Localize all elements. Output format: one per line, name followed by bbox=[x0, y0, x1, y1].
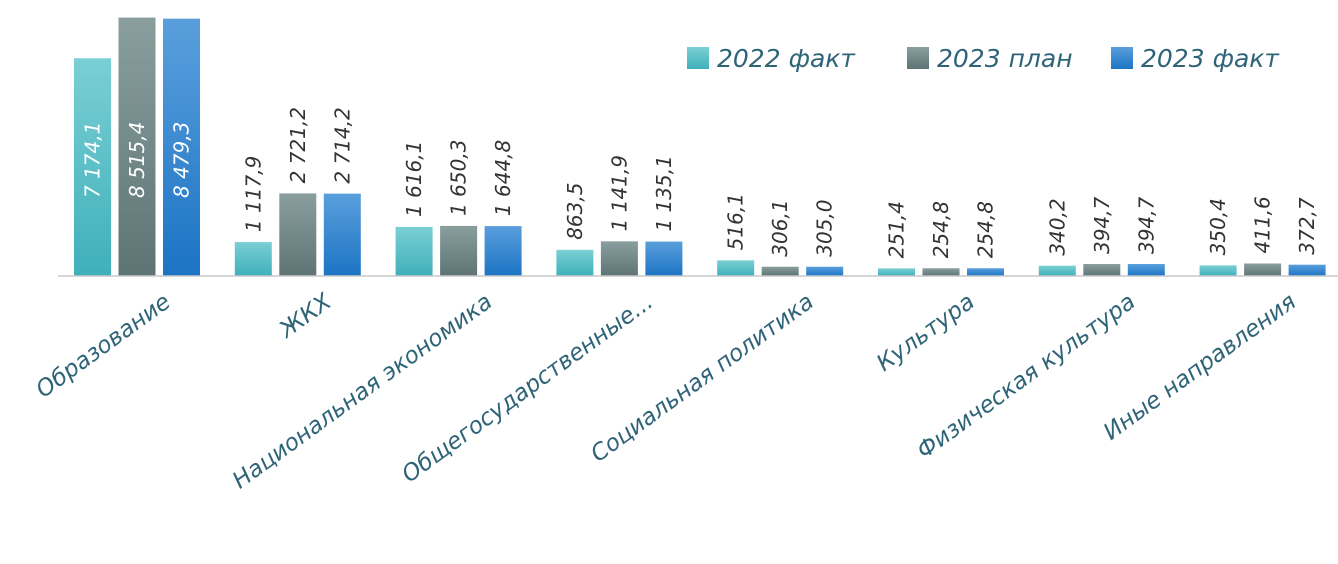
data-label-2-2: 2 721,2 bbox=[286, 107, 310, 183]
data-label-6-3: 254,8 bbox=[974, 201, 998, 258]
bar-3-3 bbox=[484, 226, 522, 276]
legend-label-3: 2023 факт bbox=[1141, 44, 1280, 73]
legend-label-2: 2023 план bbox=[937, 44, 1073, 73]
bar-8-2 bbox=[1244, 263, 1282, 276]
bar-4-3 bbox=[645, 241, 683, 276]
legend-swatch-3 bbox=[1111, 47, 1133, 69]
bar-2-2 bbox=[279, 193, 317, 276]
data-label-2-1: 1 117,9 bbox=[241, 156, 265, 232]
bar-6-2 bbox=[922, 268, 960, 276]
bar-8-1 bbox=[1199, 265, 1237, 276]
data-label-4-1: 863,5 bbox=[563, 183, 587, 240]
data-label-3-1: 1 616,1 bbox=[402, 141, 426, 217]
bar-6-1 bbox=[878, 268, 915, 276]
data-label-5-2: 306,1 bbox=[768, 199, 792, 256]
legend-swatch-2 bbox=[907, 47, 929, 69]
data-label-5-1: 516,1 bbox=[724, 193, 748, 250]
category-label-3: Национальная экономика bbox=[228, 289, 497, 494]
bar-5-3 bbox=[806, 266, 844, 276]
data-label-1-1: 7 174,1 bbox=[81, 122, 105, 198]
data-label-3-3: 1 644,8 bbox=[491, 140, 515, 216]
bar-4-1 bbox=[556, 249, 594, 276]
bar-5-1 bbox=[717, 260, 755, 276]
data-label-2-3: 2 714,2 bbox=[330, 107, 354, 183]
data-label-1-2: 8 515,4 bbox=[125, 122, 149, 198]
bar-1-2 bbox=[118, 17, 156, 277]
bars-layer bbox=[74, 17, 1326, 277]
data-label-8-1: 350,4 bbox=[1206, 198, 1230, 255]
bar-5-2 bbox=[761, 266, 799, 276]
bar-8-3 bbox=[1288, 264, 1326, 276]
legend-swatch-1 bbox=[687, 47, 709, 69]
data-label-6-2: 254,8 bbox=[929, 201, 953, 258]
category-label-1: Образование bbox=[32, 289, 176, 404]
data-label-8-3: 372,7 bbox=[1295, 197, 1319, 255]
data-label-3-2: 1 650,3 bbox=[447, 140, 471, 216]
data-label-6-1: 251,4 bbox=[885, 201, 909, 258]
bar-4-2 bbox=[600, 241, 638, 276]
bar-6-3 bbox=[967, 268, 1004, 276]
bar-2-1 bbox=[234, 242, 272, 276]
category-label-4: Общегосударственные... bbox=[397, 289, 658, 488]
bar-1-3 bbox=[163, 18, 200, 276]
bar-1-1 bbox=[74, 58, 111, 276]
bar-3-2 bbox=[440, 225, 478, 276]
data-label-5-3: 305,0 bbox=[813, 199, 837, 256]
data-label-7-1: 340,2 bbox=[1045, 198, 1069, 255]
data-label-4-3: 1 135,1 bbox=[652, 155, 676, 231]
bar-2-3 bbox=[323, 193, 361, 276]
bar-7-2 bbox=[1083, 264, 1121, 276]
data-label-8-2: 411,6 bbox=[1251, 196, 1275, 253]
data-labels-layer: 7 174,1 8 515,4 8 479,3 1 117,9 2 721,2 2 714… bbox=[81, 107, 1320, 258]
category-label-2: ЖКХ bbox=[273, 288, 337, 344]
legend-label-1: 2022 факт bbox=[717, 44, 856, 73]
bar-3-1 bbox=[395, 226, 433, 276]
data-label-7-2: 394,7 bbox=[1090, 196, 1114, 254]
bar-7-3 bbox=[1127, 264, 1165, 276]
bar-7-1 bbox=[1038, 265, 1076, 276]
category-label-6: Культура bbox=[872, 289, 979, 377]
data-label-1-3: 8 479,3 bbox=[170, 122, 194, 198]
data-label-7-3: 394,7 bbox=[1134, 196, 1158, 254]
data-label-4-2: 1 141,9 bbox=[607, 155, 631, 231]
legend: 2022 факт 2023 план 2023 факт bbox=[687, 44, 1280, 73]
